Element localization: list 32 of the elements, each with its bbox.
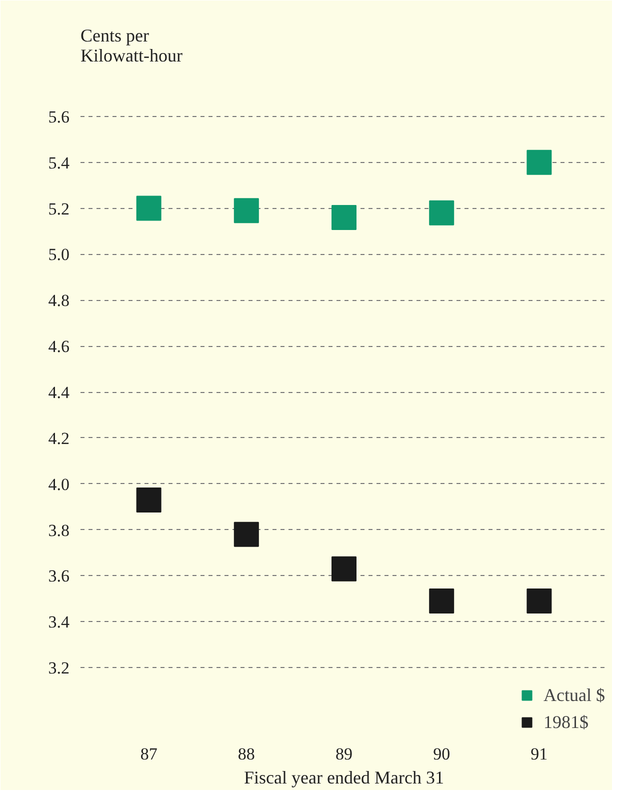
legend-label: Actual $ (544, 684, 605, 706)
y-tick-label: 4.2 (48, 428, 70, 448)
x-tick-label: 90 (433, 744, 450, 764)
y-tick-label: 5.4 (48, 153, 70, 172)
y-tick-label: 5.6 (48, 107, 70, 126)
point (136, 487, 162, 512)
y-tick-label: 3.2 (48, 658, 70, 678)
point (234, 198, 259, 224)
x-tick-label: 88 (238, 744, 255, 764)
x-tick-label: 91 (530, 744, 548, 764)
y-tick-label: 3.6 (48, 566, 70, 586)
x-tick-label: 87 (140, 744, 158, 764)
y-tick-label: 5.2 (48, 199, 70, 218)
point (526, 150, 552, 175)
x-axis-title: Fiscal year ended March 31 (244, 768, 444, 788)
y-tick-label: 3.4 (48, 612, 70, 632)
point (429, 588, 454, 614)
x-tick-label: 89 (336, 744, 352, 764)
point (332, 556, 356, 582)
y-tick-label: 3.8 (48, 520, 70, 540)
y-tick-label: 4.8 (48, 291, 70, 310)
legend-label: 1981$ (544, 712, 589, 732)
point (234, 522, 259, 547)
point (332, 204, 356, 230)
y-tick-label: 4.4 (48, 383, 70, 402)
y-tick-label: 5.0 (48, 245, 70, 264)
point (526, 588, 552, 614)
point (429, 200, 454, 226)
y-tick-label: 4.0 (48, 474, 70, 494)
y-tick-label: 4.6 (48, 337, 70, 356)
point (136, 196, 162, 221)
y-axis-title: Cents per Kilowatt-hour (80, 26, 182, 66)
